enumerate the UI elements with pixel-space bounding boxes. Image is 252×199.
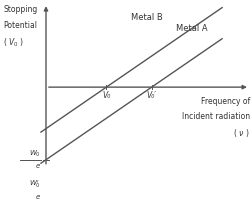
- Text: Frequency of: Frequency of: [200, 97, 249, 106]
- Text: Potential: Potential: [3, 20, 37, 30]
- Text: $W_0'$: $W_0'$: [29, 179, 41, 191]
- Text: Incident radiation: Incident radiation: [181, 112, 249, 121]
- Text: $e$: $e$: [35, 162, 41, 170]
- Text: V₀: V₀: [102, 91, 110, 100]
- Text: Metal B: Metal B: [130, 14, 162, 22]
- Text: V₀′: V₀′: [146, 91, 156, 100]
- Text: Metal A: Metal A: [175, 24, 207, 33]
- Text: Stopping: Stopping: [3, 5, 37, 14]
- Text: $W_0$: $W_0$: [29, 148, 41, 159]
- Text: ( $\nu$ ): ( $\nu$ ): [232, 127, 249, 139]
- Text: $e$: $e$: [35, 193, 41, 199]
- Text: ( $V_0$ ): ( $V_0$ ): [3, 36, 24, 49]
